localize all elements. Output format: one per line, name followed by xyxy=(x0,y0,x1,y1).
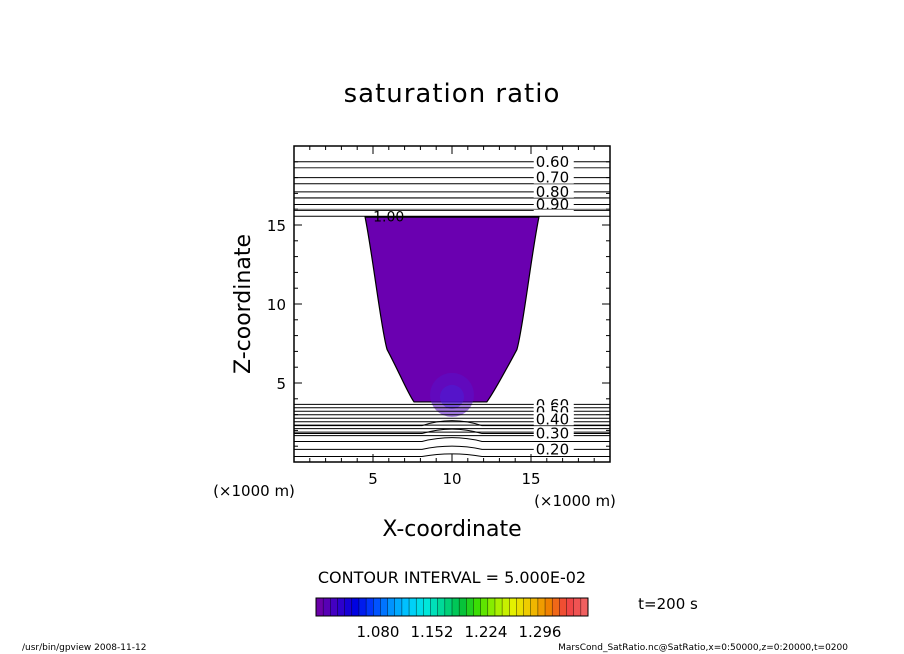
colorbar-cell xyxy=(545,598,553,616)
x-unit-label-left: (×1000 m) xyxy=(213,482,295,500)
contour-line-lower xyxy=(294,428,610,435)
contour-line-lower xyxy=(294,420,610,427)
colorbar-cell xyxy=(401,598,410,616)
axis-ticks-group: 5 10 15 5 10 15 xyxy=(267,146,610,488)
time-text: t=200 s xyxy=(638,595,698,613)
colorbar-cell xyxy=(423,598,432,616)
colorbar-cell xyxy=(344,598,353,616)
colorbar-cell xyxy=(459,598,467,616)
colorbar-cell xyxy=(466,598,474,616)
colorbar-cell xyxy=(487,598,496,616)
contour-line-lower xyxy=(294,437,610,442)
colorbar-cell xyxy=(523,598,532,616)
contour-label-bg xyxy=(533,197,574,212)
supersaturated-region-group xyxy=(364,216,540,417)
colorbar-cell xyxy=(537,598,546,616)
y-tick-label: 5 xyxy=(276,375,286,393)
colorbar-cell xyxy=(480,598,489,616)
contour-label-upper: 0.70 xyxy=(536,169,569,187)
footer-right: MarsCond_SatRatio.nc@SatRatio,x=0:50000,… xyxy=(558,643,848,653)
colorbar-cell xyxy=(316,598,324,616)
colorbar-tick-label: 1.080 xyxy=(357,623,400,641)
x-tick-label: 5 xyxy=(368,470,378,488)
colorbar-cell xyxy=(430,598,439,616)
footer-left: /usr/bin/gpview 2008-11-12 xyxy=(22,643,146,653)
contour-label-bg xyxy=(533,442,574,456)
colorbar-cell xyxy=(452,598,460,616)
colorbar-cell xyxy=(509,598,517,616)
chart-title: saturation ratio xyxy=(344,79,561,109)
colorbar-cell xyxy=(444,598,453,616)
colorbar-cell xyxy=(351,598,360,616)
colorbar-tick-label: 1.296 xyxy=(519,623,562,641)
contour-label-upper: 0.80 xyxy=(536,183,569,201)
contour-label-upper: 0.60 xyxy=(536,153,569,171)
contour-label-bg xyxy=(533,170,574,185)
x-tick-label: 15 xyxy=(521,470,540,488)
contour-label-bg xyxy=(533,412,574,426)
contour-label-bg xyxy=(533,154,574,169)
colorbar-cell xyxy=(494,598,503,616)
contour-label-upper: 1.00 xyxy=(373,209,404,225)
colorbar-frame xyxy=(315,597,589,617)
colorbar-tick-label: 1.224 xyxy=(465,623,508,641)
colorbar-tick-label: 1.152 xyxy=(411,623,454,641)
colorbar-cell xyxy=(394,598,403,616)
supersaturated-region xyxy=(364,216,540,403)
contour-line-lower xyxy=(294,445,610,450)
y-tick-label: 10 xyxy=(267,296,286,314)
colorbar-cell xyxy=(566,598,575,616)
colorbar-cell xyxy=(473,598,482,616)
y-axis-label: Z-coordinate xyxy=(231,234,256,374)
contour-line-lower xyxy=(294,453,610,457)
colorbar-cell xyxy=(358,598,367,616)
colorbar-cell xyxy=(330,598,338,616)
x-axis-label: X-coordinate xyxy=(382,517,521,542)
colorbar-cell xyxy=(416,598,424,616)
colorbar-cell xyxy=(380,598,389,616)
colorbar-cell xyxy=(387,598,396,616)
contour-interval-text: CONTOUR INTERVAL = 5.000E-02 xyxy=(318,568,586,587)
y-tick-label: 15 xyxy=(267,217,286,235)
contour-label-bg xyxy=(533,184,574,199)
colorbar-cell xyxy=(409,598,417,616)
colorbar-cell xyxy=(366,598,374,616)
colorbar-cell xyxy=(373,598,381,616)
colorbar-cell xyxy=(552,598,560,616)
colorbar-cell xyxy=(323,598,331,616)
contour-label-bg xyxy=(533,426,574,440)
contour-lines-group: 0.600.700.800.901.000.600.500.400.300.20 xyxy=(294,153,610,458)
contour-label-lower: 0.30 xyxy=(536,425,569,443)
colorbar-cell xyxy=(580,598,589,616)
x-unit-label-right: (×1000 m) xyxy=(534,492,616,510)
colorbar-group: 1.080 1.152 1.224 1.296 xyxy=(315,597,589,641)
supersaturation-maximum-inner xyxy=(440,384,464,409)
colorbar-cell xyxy=(337,598,346,616)
colorbar-cell xyxy=(530,598,539,616)
colorbar-cell xyxy=(516,598,525,616)
x-tick-label: 10 xyxy=(442,470,461,488)
contour-label-lower: 0.40 xyxy=(536,410,569,428)
contour-label-lower: 0.20 xyxy=(536,440,569,458)
colorbar-cell xyxy=(559,598,568,616)
colorbar-cell xyxy=(573,598,582,616)
colorbar-cell xyxy=(437,598,446,616)
colorbar-cell xyxy=(502,598,510,616)
